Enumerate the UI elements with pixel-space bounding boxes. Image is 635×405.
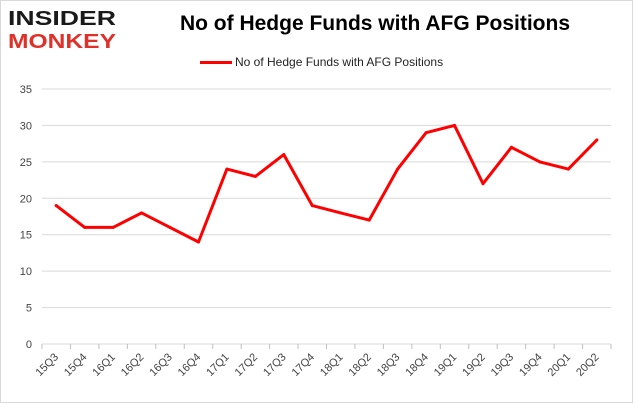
y-tick-label: 30 [20,120,32,132]
logo-line-2: MONKEY [8,31,117,52]
x-tick-label: 15Q4 [62,351,90,379]
data-point [111,225,115,229]
chart-title: No of Hedge Funds with AFG Positions [179,12,571,35]
data-point [196,240,200,244]
y-tick-label: 10 [20,266,32,278]
x-tick-label: 18Q3 [375,351,403,379]
x-tick-label: 16Q4 [176,351,204,379]
data-point [253,174,257,178]
data-point [424,131,428,135]
x-tick-label: 18Q1 [318,351,346,379]
data-point [225,167,229,171]
x-tick-label: 17Q2 [233,351,261,379]
x-tick-label: 19Q3 [489,351,517,379]
x-tick-label: 20Q1 [546,351,574,379]
x-tick-label: 18Q4 [403,351,431,379]
data-point [538,160,542,164]
data-point [282,153,286,157]
data-point [453,123,457,127]
data-point [168,225,172,229]
x-tick-label: 16Q3 [147,351,175,379]
logo-line-1: INSIDER [8,8,117,30]
y-tick-label: 35 [20,84,32,96]
data-point [595,138,599,142]
data-point [83,225,87,229]
x-tick-label: 19Q2 [460,351,488,379]
data-point [339,211,343,215]
data-point [566,167,570,171]
x-tick-label: 19Q1 [432,351,460,379]
legend-swatch [200,60,232,64]
x-tick-label: 16Q2 [119,351,147,379]
x-tick-label: 17Q1 [204,351,232,379]
legend: No of Hedge Funds with AFG Positions [200,54,443,70]
insider-monkey-logo: INSIDER MONKEY [8,8,117,52]
y-tick-label: 15 [20,230,32,242]
x-tick-label: 17Q4 [290,351,318,379]
data-point [367,218,371,222]
data-point [509,145,513,149]
x-tick-label: 17Q3 [261,351,289,379]
y-tick-label: 25 [20,157,32,169]
x-tick-label: 20Q2 [574,351,602,379]
y-tick-label: 20 [20,193,32,205]
legend-label: No of Hedge Funds with AFG Positions [235,55,444,69]
x-tick-label: 15Q3 [34,351,62,379]
data-point [310,204,314,208]
x-tick-label: 16Q1 [90,351,118,379]
data-point [481,182,485,186]
data-point [54,204,58,208]
x-tick-label: 19Q4 [517,351,545,379]
y-tick-label: 0 [26,339,32,351]
data-point [396,167,400,171]
x-tick-label: 18Q2 [346,351,374,379]
y-tick-label: 5 [26,303,32,315]
data-point [140,211,144,215]
series-line [54,123,599,244]
